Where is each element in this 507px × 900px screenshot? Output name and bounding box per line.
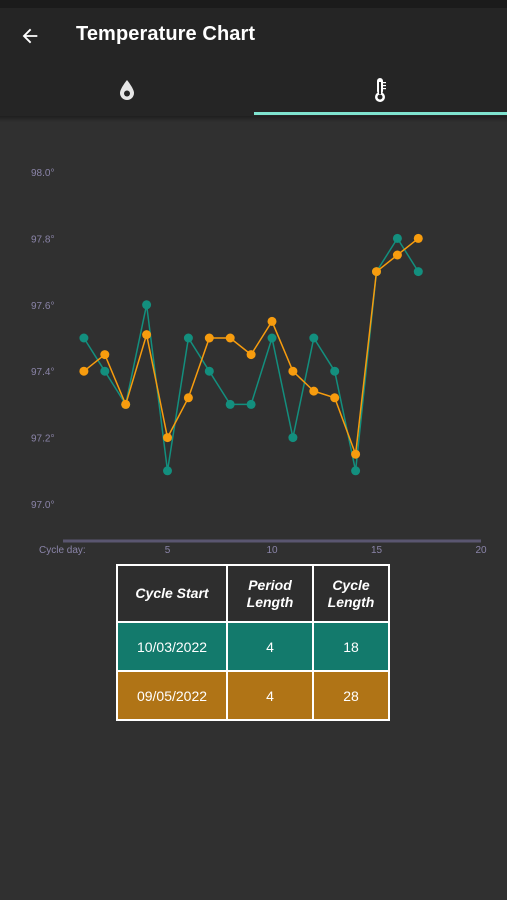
data-point <box>309 386 319 396</box>
data-point <box>142 330 152 340</box>
data-point <box>79 366 89 376</box>
table-row: 09/05/2022 4 28 <box>116 670 390 721</box>
y-tick-label: 97.8° <box>31 234 54 245</box>
table-header-row: Cycle Start Period Length Cycle Length <box>116 564 390 623</box>
y-tick-label: 98.0° <box>31 168 54 179</box>
header-period-length-line2: Length <box>246 593 294 610</box>
status-bar <box>0 0 507 8</box>
x-tick-label: 15 <box>371 545 383 556</box>
temperature-chart: 98.0° 97.8° 97.6° 97.4° 97.2° 97.0° Cycle day:… <box>31 168 487 556</box>
series-line <box>83 237 419 455</box>
data-point <box>246 399 256 409</box>
y-tick-label: 97.6° <box>31 301 54 312</box>
app-bar: Temperature Chart <box>0 8 507 64</box>
header-cycle-length-line2: Length <box>327 593 375 610</box>
data-point <box>288 433 298 443</box>
y-tick-label: 97.0° <box>31 500 54 511</box>
x-tick-label: 10 <box>266 545 278 556</box>
cell-period-length: 4 <box>226 621 314 672</box>
header-cycle-start: Cycle Start <box>116 564 228 623</box>
data-point <box>204 366 214 376</box>
data-point <box>121 399 131 409</box>
cell-period-length: 4 <box>226 670 314 721</box>
page-title: Temperature Chart <box>76 23 256 45</box>
data-point <box>351 466 361 476</box>
data-point <box>163 433 172 443</box>
data-point <box>79 333 89 343</box>
header-cycle-length-line1: Cycle <box>332 576 370 593</box>
data-point <box>392 233 402 243</box>
x-axis-label: Cycle day: <box>39 545 86 556</box>
table-row: 10/03/2022 4 18 <box>116 621 390 672</box>
y-tick-label: 97.2° <box>31 434 54 445</box>
data-point <box>267 316 277 326</box>
header-period-length: Period Length <box>226 564 314 623</box>
data-point <box>142 300 152 310</box>
x-tick-label: 20 <box>475 545 487 556</box>
data-point <box>413 267 423 277</box>
drop-icon <box>119 80 134 100</box>
data-point <box>100 350 110 360</box>
tab-temperature[interactable] <box>253 64 507 116</box>
cell-cycle-length: 18 <box>312 621 390 672</box>
data-point <box>413 233 423 243</box>
cycle-table: Cycle Start Period Length Cycle Length 1… <box>116 564 390 721</box>
data-point <box>225 399 235 409</box>
data-point <box>288 366 298 376</box>
data-point <box>330 393 340 403</box>
header-period-length-line1: Period <box>248 576 292 593</box>
cell-cycle-start: 09/05/2022 <box>116 670 228 721</box>
data-point <box>183 333 193 343</box>
tab-shadow <box>0 116 507 122</box>
data-point <box>372 267 381 277</box>
thermometer-icon <box>375 78 387 102</box>
data-point <box>351 449 361 459</box>
arrow-left-icon <box>22 28 38 44</box>
data-point <box>183 393 193 403</box>
header-cycle-length: Cycle Length <box>312 564 390 623</box>
data-point <box>163 466 172 476</box>
back-button[interactable] <box>14 20 46 52</box>
cell-cycle-start: 10/03/2022 <box>116 621 228 672</box>
tab-bar <box>0 64 507 116</box>
data-point <box>246 350 256 360</box>
data-point <box>204 333 214 343</box>
data-point <box>309 333 319 343</box>
data-point <box>267 333 277 343</box>
x-tick-label: 5 <box>165 545 171 556</box>
y-tick-label: 97.4° <box>31 367 54 378</box>
data-point <box>330 366 340 376</box>
data-point <box>225 333 235 343</box>
data-point <box>392 250 402 260</box>
data-point <box>100 366 110 376</box>
cell-cycle-length: 28 <box>312 670 390 721</box>
tab-period[interactable] <box>0 64 254 116</box>
